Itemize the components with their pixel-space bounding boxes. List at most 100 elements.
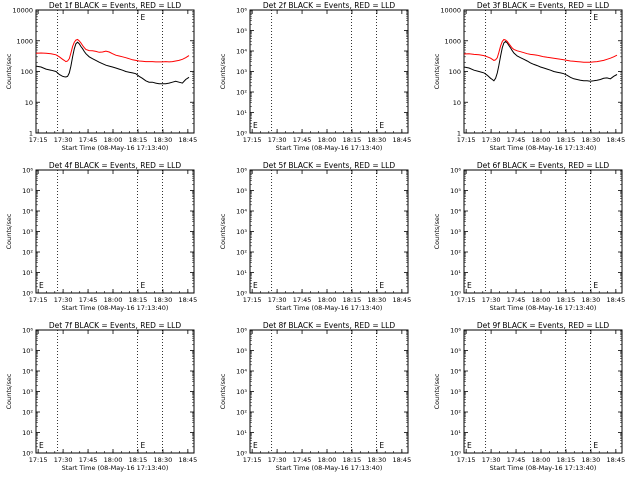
panel-6: Det 6f BLACK = Events, RED = LLD 17:15 17:… [433, 161, 625, 312]
y-tick-label: 10³ [22, 388, 33, 396]
x-tick-label: 18:45 [606, 456, 625, 464]
plot-frame [35, 169, 195, 294]
x-tick-label: 18:15 [343, 296, 362, 304]
y-tick-label: 10⁰ [22, 290, 33, 298]
x-tick-label: 18:00 [104, 136, 123, 144]
plot-frame [463, 329, 623, 454]
y-tick-label: 10000 [440, 7, 461, 15]
plot-frame [463, 9, 623, 134]
panel-5: Det 5f BLACK = Events, RED = LLD 17:15 17:… [219, 161, 411, 312]
x-tick-label: 17:30 [482, 296, 501, 304]
e-marker: E [379, 281, 384, 290]
x-axis-label: Start Time (08-May-16 17:13:40) [276, 304, 383, 312]
y-tick-label: 10⁰ [22, 450, 33, 458]
plot-frame [249, 169, 409, 294]
panel-1: Det 1f BLACK = Events, RED = LLD 17:15 17:… [5, 1, 197, 152]
x-tick-label: 18:00 [104, 296, 123, 304]
x-tick-label: 17:45 [79, 296, 98, 304]
plot-frame [35, 9, 195, 134]
series-line-lld [463, 38, 618, 63]
plot-frame [249, 329, 409, 454]
x-axis-label: Start Time (08-May-16 17:13:40) [490, 464, 597, 472]
y-tick-label: 10⁶ [22, 327, 33, 335]
y-tick-label: 10⁶ [450, 327, 461, 335]
y-tick-label: 10² [450, 409, 461, 417]
e-marker: E [140, 441, 145, 450]
y-tick-label: 10⁴ [22, 368, 33, 376]
x-tick-label: 17:30 [268, 136, 287, 144]
x-axis-label: Start Time (08-May-16 17:13:40) [276, 144, 383, 152]
x-tick-label: 17:15 [457, 136, 476, 144]
y-axis-label: Counts/sec [433, 213, 441, 249]
y-axis-label: Counts/sec [219, 53, 227, 89]
y-tick-label: 10⁴ [22, 208, 33, 216]
x-tick-label: 18:15 [129, 296, 148, 304]
e-marker: E [140, 13, 145, 22]
x-tick-label: 18:00 [532, 456, 551, 464]
x-tick-label: 17:45 [79, 456, 98, 464]
y-tick-label: 100 [21, 68, 33, 76]
y-tick-label: 1000 [444, 37, 461, 45]
x-tick-label: 17:45 [507, 296, 526, 304]
x-axis-label: Start Time (08-May-16 17:13:40) [490, 304, 597, 312]
chart-title: Det 5f BLACK = Events, RED = LLD [263, 161, 396, 170]
x-tick-label: 18:15 [343, 136, 362, 144]
y-axis-label: Counts/sec [5, 213, 13, 249]
x-tick-label: 17:15 [29, 296, 48, 304]
x-tick-label: 17:15 [243, 136, 262, 144]
y-tick-label: 10¹ [236, 109, 247, 117]
y-tick-label: 1000 [16, 37, 33, 45]
e-marker: E [467, 441, 472, 450]
x-tick-label: 18:00 [318, 296, 337, 304]
x-tick-label: 18:30 [154, 296, 173, 304]
x-tick-label: 18:30 [368, 296, 387, 304]
x-tick-label: 17:45 [293, 456, 312, 464]
x-tick-label: 18:15 [557, 296, 576, 304]
x-tick-label: 18:30 [154, 136, 173, 144]
y-tick-label: 10⁶ [22, 167, 33, 175]
panel-4: Det 4f BLACK = Events, RED = LLD 17:15 17:… [5, 161, 197, 312]
y-tick-label: 10⁵ [236, 347, 247, 355]
panel-8: Det 8f BLACK = Events, RED = LLD 17:15 17:… [219, 321, 411, 472]
x-tick-label: 17:30 [54, 136, 73, 144]
y-tick-label: 10³ [450, 228, 461, 236]
x-axis-label: Start Time (08-May-16 17:13:40) [490, 144, 597, 152]
x-tick-label: 17:45 [507, 136, 526, 144]
x-tick-label: 18:45 [392, 296, 411, 304]
y-tick-label: 10² [236, 409, 247, 417]
x-tick-label: 17:30 [482, 136, 501, 144]
x-tick-label: 18:45 [392, 456, 411, 464]
y-tick-label: 1 [29, 130, 33, 138]
x-tick-label: 17:15 [243, 296, 262, 304]
y-tick-label: 10⁵ [450, 347, 461, 355]
y-tick-label: 10 [453, 99, 461, 107]
plot-frame [249, 9, 409, 134]
y-tick-label: 10⁰ [450, 450, 461, 458]
x-tick-label: 17:45 [293, 296, 312, 304]
y-tick-label: 10³ [236, 388, 247, 396]
chart-title: Det 8f BLACK = Events, RED = LLD [263, 321, 396, 330]
y-tick-label: 10⁰ [236, 130, 247, 138]
y-tick-label: 10⁰ [236, 450, 247, 458]
y-tick-label: 10⁵ [236, 187, 247, 195]
e-marker: E [39, 281, 44, 290]
y-axis-label: Counts/sec [5, 53, 13, 89]
panel-7: Det 7f BLACK = Events, RED = LLD 17:15 17:… [5, 321, 197, 472]
x-tick-label: 17:45 [507, 456, 526, 464]
x-tick-label: 17:45 [293, 136, 312, 144]
e-marker: E [593, 441, 598, 450]
y-tick-label: 10⁵ [22, 187, 33, 195]
x-tick-label: 18:30 [582, 296, 601, 304]
x-tick-label: 18:00 [318, 136, 337, 144]
x-tick-label: 17:30 [54, 456, 73, 464]
y-axis-label: Counts/sec [219, 373, 227, 409]
y-tick-label: 10² [22, 249, 33, 257]
y-tick-label: 10⁶ [450, 167, 461, 175]
x-tick-label: 18:30 [582, 136, 601, 144]
chart-title: Det 2f BLACK = Events, RED = LLD [263, 1, 396, 10]
plot-frame [35, 329, 195, 454]
x-tick-label: 18:00 [318, 456, 337, 464]
y-tick-label: 1 [457, 130, 461, 138]
chart-title: Det 6f BLACK = Events, RED = LLD [477, 161, 610, 170]
